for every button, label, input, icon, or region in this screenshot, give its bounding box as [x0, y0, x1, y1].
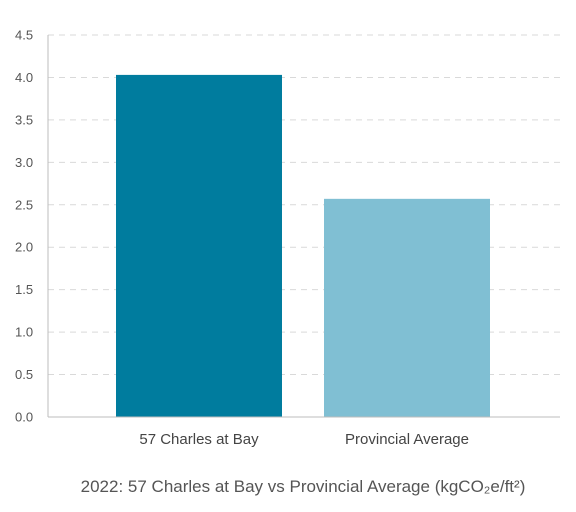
- y-tick-label: 3.5: [15, 112, 33, 127]
- y-tick-label: 2.0: [15, 240, 33, 255]
- y-tick-label: 2.5: [15, 197, 33, 212]
- gridlines: [48, 34, 560, 376]
- y-tick-label: 0.5: [15, 367, 33, 382]
- chart-title: 2022: 57 Charles at Bay vs Provincial Av…: [81, 477, 526, 496]
- bar-1: [324, 198, 490, 417]
- y-tick-label: 4.0: [15, 70, 33, 85]
- y-tick-labels: 0.0 0.5 1.0 1.5 2.0 2.5 3.0 3.5 4.0 4.5: [15, 28, 33, 425]
- bar-0: [116, 74, 282, 418]
- x-category-label: Provincial Average: [345, 431, 469, 448]
- x-category-labels: 57 Charles at Bay Provincial Average: [139, 431, 469, 448]
- y-tick-label: 3.0: [15, 155, 33, 170]
- bars: [116, 74, 490, 418]
- y-tick-label: 4.5: [15, 28, 33, 43]
- x-category-label: 57 Charles at Bay: [139, 431, 259, 448]
- y-tick-label: 0.0: [15, 410, 33, 425]
- y-tick-label: 1.5: [15, 282, 33, 297]
- y-tick-label: 1.0: [15, 325, 33, 340]
